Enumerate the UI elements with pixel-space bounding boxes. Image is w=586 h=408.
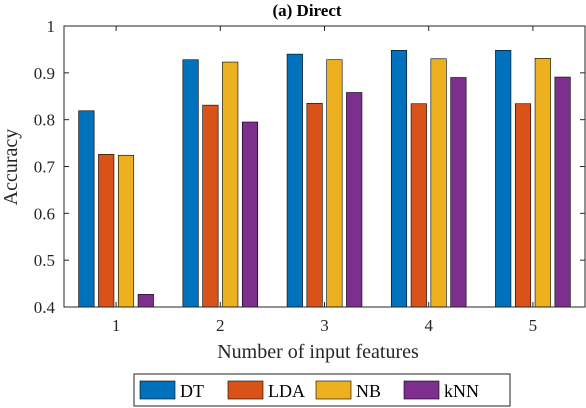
legend-swatch-knn bbox=[403, 380, 440, 400]
y-tick-label: 0.7 bbox=[34, 158, 56, 177]
bar-dt-4 bbox=[390, 50, 408, 308]
legend-swatch-dt bbox=[139, 380, 176, 400]
legend: DT LDA NB kNN bbox=[133, 373, 511, 407]
y-tick-label: 0.5 bbox=[34, 251, 55, 270]
bar-lda-5 bbox=[514, 103, 532, 308]
chart-title: (a) Direct bbox=[272, 1, 341, 20]
legend-box bbox=[133, 373, 511, 407]
bar-nb-4 bbox=[430, 58, 447, 308]
x-tick-label: 4 bbox=[424, 316, 433, 335]
bar-nb-2 bbox=[222, 61, 239, 308]
bar-knn-2 bbox=[241, 121, 259, 308]
x-tick-label: 1 bbox=[112, 316, 121, 335]
legend-swatch-lda bbox=[227, 380, 264, 400]
y-tick-label: 0.4 bbox=[34, 298, 56, 317]
legend-label-nb: NB bbox=[356, 381, 381, 401]
x-axis-label: Number of input features bbox=[217, 341, 419, 363]
y-axis-label: Accuracy bbox=[0, 129, 22, 206]
ticks-layer: 0.4 0.5 0.6 0.7 0.8 0.9 1 1 2 3 4 5 bbox=[34, 17, 585, 335]
x-tick-label: 3 bbox=[320, 316, 329, 335]
x-tick-label: 5 bbox=[529, 316, 538, 335]
bar-dt-2 bbox=[182, 59, 199, 308]
y-tick-label: 0.9 bbox=[34, 64, 55, 83]
bar-nb-5 bbox=[534, 58, 551, 308]
bar-lda-1 bbox=[98, 154, 115, 308]
bar-dt-3 bbox=[286, 53, 303, 308]
legend-swatch-nb bbox=[315, 380, 352, 400]
y-tick-label: 0.8 bbox=[34, 111, 55, 130]
bar-lda-4 bbox=[410, 103, 427, 308]
bar-knn-1 bbox=[137, 294, 154, 308]
bar-knn-4 bbox=[450, 77, 467, 308]
x-tick-label: 2 bbox=[216, 316, 225, 335]
bar-lda-2 bbox=[202, 104, 219, 308]
y-tick-label: 1 bbox=[47, 17, 56, 36]
legend-label-lda: LDA bbox=[268, 381, 305, 401]
bar-knn-3 bbox=[346, 92, 363, 308]
bar-knn-5 bbox=[554, 76, 571, 308]
y-tick-label: 0.6 bbox=[34, 204, 55, 223]
bar-nb-3 bbox=[326, 59, 343, 308]
bar-dt-5 bbox=[495, 50, 512, 308]
legend-label-dt: DT bbox=[180, 381, 204, 401]
bars-layer bbox=[78, 50, 571, 308]
legend-label-knn: kNN bbox=[444, 381, 479, 401]
bar-lda-3 bbox=[306, 102, 323, 308]
bar-dt-1 bbox=[78, 110, 95, 308]
bar-nb-1 bbox=[117, 154, 135, 308]
